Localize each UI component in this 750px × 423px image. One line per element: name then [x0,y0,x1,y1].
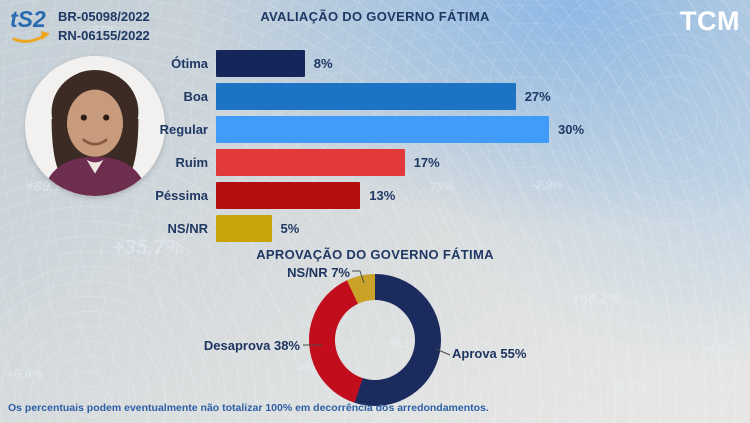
donut-label-aprova: Aprova 55% [452,346,527,361]
bar-row: Boa 27% [60,80,584,113]
bar-value-label: 30% [558,122,585,137]
bar-category-label: NS/NR [167,221,208,236]
donut-label-desaprova: Desaprova 38% [203,338,300,353]
ts2-logo-text: tS2 [10,6,46,32]
bar-row: Péssima 13% [60,179,584,212]
bar-row: NS/NR 5% [60,212,584,245]
registration-br: BR-05098/2022 [58,9,150,24]
fatima-photo [25,56,165,196]
bar-chart-title: AVALIAÇÃO DO GOVERNO FÁTIMA [260,9,490,24]
footer-disclaimer: Os percentuais podem eventualmente não t… [8,402,489,414]
bar-segment [216,116,549,143]
background-watermark: +68,2% [572,290,620,306]
bar-category-label: Ótima [171,56,208,71]
bar-category-label: Boa [183,89,208,104]
bar-category-label: Péssima [155,188,208,203]
background-watermark: 27,6% [702,345,734,357]
donut-label-nsnr: NS/NR 7% [287,265,350,280]
background-watermark: 8,5% [616,378,648,394]
portrait-illustration [25,56,165,196]
donut-chart [309,274,441,406]
registration-rn: RN-06155/2022 [58,27,150,43]
bar-value-label: 13% [369,188,396,203]
bar-value-label: 8% [313,56,333,71]
bar-category-label: Ruim [175,155,209,170]
background-watermark: +6,6% [6,366,44,381]
donut-segment-aprova [309,274,441,406]
bar-row: Regular 30% [60,113,584,146]
bar-row: Ruim 17% [60,146,584,179]
bar-segment [216,182,361,209]
ts2-logo: tS2 [10,8,56,46]
bar-segment [216,215,272,242]
bar-segment [216,149,405,176]
bar-segment [216,50,305,77]
bar-segment [216,83,516,110]
tcm-logo: TCM [680,6,740,36]
bar-value-label: 27% [524,89,551,104]
bar-value-label: 5% [280,221,300,236]
bar-row: Ótima 8% [60,47,584,80]
bar-category-label: Regular [159,122,208,137]
bar-value-label: 17% [413,155,440,170]
bar-chart: Ótima 8% Boa 27% Regular 30% Ruim 17% Péssima 13%… [60,47,584,245]
donut-chart-title: APROVAÇÃO DO GOVERNO FÁTIMA [256,247,494,262]
registration-numbers: BR-05098/2022 RN-06155/2022 [58,8,150,46]
ts2-swoosh-icon [12,31,50,43]
